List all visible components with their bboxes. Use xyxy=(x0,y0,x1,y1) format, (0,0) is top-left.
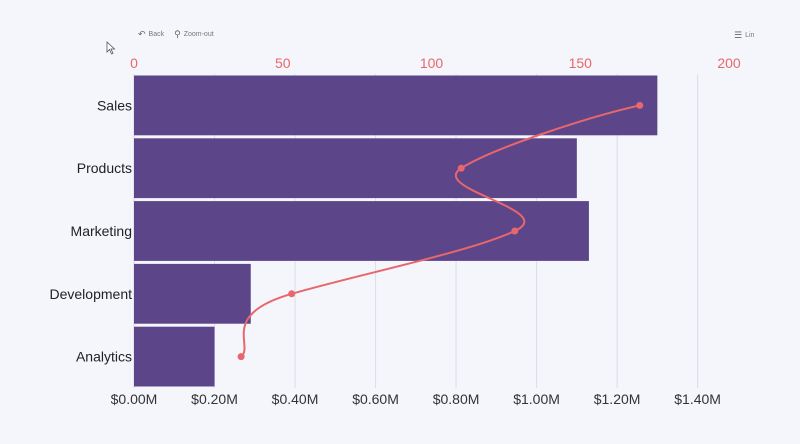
list-icon: ☰ xyxy=(734,30,743,40)
line-point-marketing xyxy=(511,227,519,235)
bottom-tick-label: $1.20M xyxy=(594,391,641,407)
bottom-tick-label: $1.00M xyxy=(513,391,560,407)
bottom-tick-label: $0.00M xyxy=(111,391,158,407)
bar-products xyxy=(134,138,577,199)
category-axis: Sales Products Marketing Development Analyti… xyxy=(50,97,133,364)
line-point-analytics xyxy=(237,353,245,361)
bar-marketing xyxy=(134,201,589,261)
bar-sales xyxy=(134,75,658,136)
bottom-tick-label: $1.40M xyxy=(674,391,721,407)
line-series xyxy=(237,101,644,361)
chart-menu-button[interactable]: ☰ Lin xyxy=(734,31,754,40)
top-axis: 0 50 100 150 200 xyxy=(130,55,741,71)
back-label: Back xyxy=(148,31,165,38)
line-point-products xyxy=(457,164,465,172)
bottom-tick-label: $0.60M xyxy=(352,391,399,407)
top-tick-label: 200 xyxy=(717,55,741,71)
category-label: Products xyxy=(77,160,132,176)
zoom-out-button[interactable]: ⚲ Zoom-out xyxy=(174,30,214,39)
top-tick-label: 0 xyxy=(130,55,138,71)
category-label: Marketing xyxy=(71,223,132,239)
zoom-out-label: Zoom-out xyxy=(183,31,214,38)
top-tick-label: 100 xyxy=(420,55,444,71)
bottom-axis: $0.00M $0.20M $0.40M $0.60M $0.80M $1.00M $1.2… xyxy=(111,391,721,407)
back-arrow-icon: ↶ xyxy=(138,29,146,39)
top-tick-label: 50 xyxy=(275,55,291,71)
bar-development xyxy=(134,263,251,324)
category-label: Sales xyxy=(97,97,132,113)
mouse-pointer-icon xyxy=(106,41,116,55)
bottom-tick-label: $0.80M xyxy=(433,391,480,407)
menu-label: Lin xyxy=(745,32,755,39)
bar-analytics xyxy=(134,326,215,387)
back-button[interactable]: ↶ Back xyxy=(138,30,164,39)
category-label: Development xyxy=(50,286,133,302)
magnifier-icon: ⚲ xyxy=(174,29,181,39)
chart-toolbar: ↶ Back ⚲ Zoom-out xyxy=(138,30,214,39)
line-point-development xyxy=(288,290,296,298)
bottom-tick-label: $0.40M xyxy=(272,391,319,407)
category-label: Analytics xyxy=(76,349,132,365)
line-point-sales xyxy=(636,101,644,109)
bottom-tick-label: $0.20M xyxy=(191,391,238,407)
top-tick-label: 150 xyxy=(569,55,593,71)
